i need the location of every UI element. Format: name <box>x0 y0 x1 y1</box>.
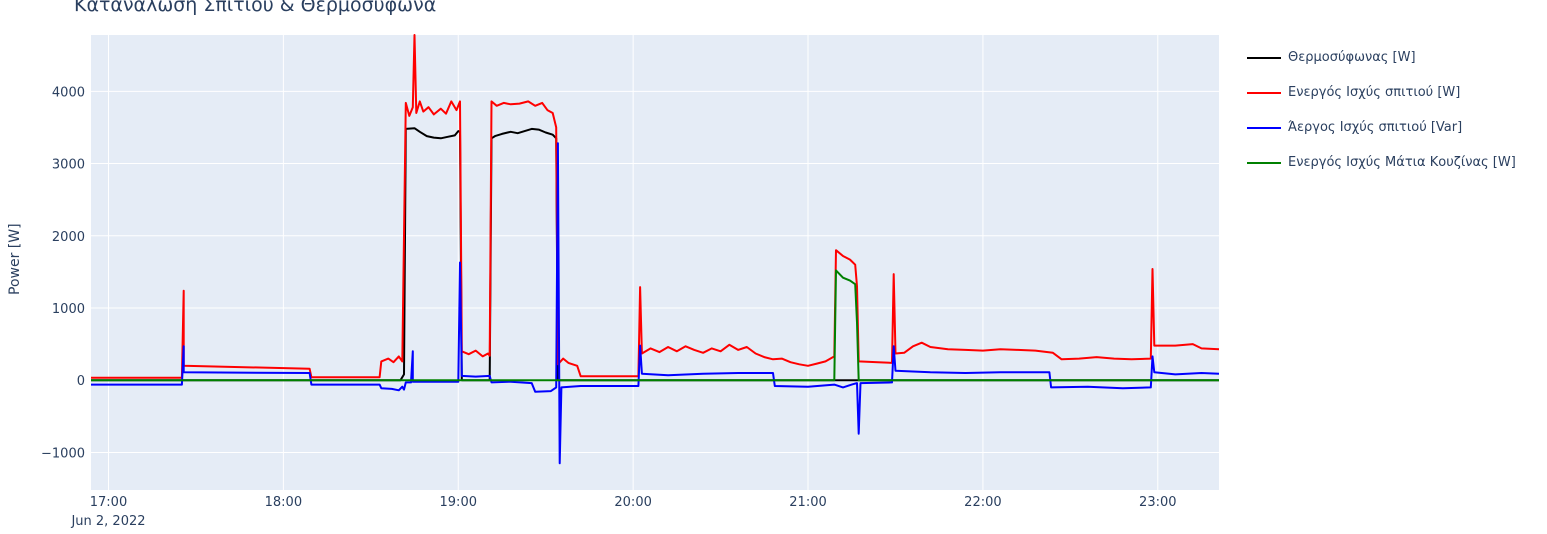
legend-item-4[interactable]: Ενεργός Ισχύς Μάτια Κουζίνας [W] <box>1247 145 1516 180</box>
y-tick-label: −1000 <box>41 446 85 461</box>
series-line-2 <box>91 34 1220 379</box>
x-tick-sublabel: Jun 2, 2022 <box>70 514 145 529</box>
chart-title: Κατανάλωση Σπιτιού & Θερμοσύφωνα <box>74 0 437 16</box>
y-tick-label: 4000 <box>52 85 85 100</box>
y-tick-label: 2000 <box>52 230 85 245</box>
plot-area <box>91 35 1219 490</box>
legend-label: Θερμοσύφωνας [W] <box>1288 50 1416 65</box>
legend-item-1[interactable]: Θερμοσύφωνας [W] <box>1247 40 1516 75</box>
legend-swatch <box>1247 126 1281 129</box>
x-tick-label: 17:00 <box>90 495 127 510</box>
axis-tick-labels: −1000 0 1000 2000 3000 4000 17:00 Jun 2, 2022 18… <box>41 85 1177 529</box>
x-tick-label: 20:00 <box>614 495 651 510</box>
legend: Θερμοσύφωνας [W] Ενεργός Ισχύς σπιτιού [W… <box>1247 40 1516 180</box>
y-tick-label: 1000 <box>52 302 85 317</box>
series-line-4 <box>91 269 1219 382</box>
x-tick-label: 23:00 <box>1139 495 1176 510</box>
legend-label: Ενεργός Ισχύς σπιτιού [W] <box>1288 85 1461 100</box>
y-tick-label: 0 <box>77 374 85 389</box>
x-tick-label: 18:00 <box>265 495 302 510</box>
legend-label: Ενεργός Ισχύς Μάτια Κουζίνας [W] <box>1288 155 1516 170</box>
x-tick-label: 21:00 <box>789 495 826 510</box>
y-axis-label: Power [W] <box>7 223 23 295</box>
legend-swatch <box>1247 91 1281 94</box>
y-tick-label: 3000 <box>52 158 85 173</box>
legend-item-2[interactable]: Ενεργός Ισχύς σπιτιού [W] <box>1247 75 1516 110</box>
legend-item-3[interactable]: Άεργος Ισχύς σπιτιού [Var] <box>1247 110 1516 145</box>
legend-label: Άεργος Ισχύς σπιτιού [Var] <box>1288 120 1463 135</box>
series-layer <box>91 34 1220 465</box>
legend-swatch <box>1247 56 1281 59</box>
x-tick-label: 22:00 <box>964 495 1001 510</box>
legend-swatch <box>1247 161 1281 164</box>
x-tick-label: 19:00 <box>440 495 477 510</box>
series-line-3 <box>91 142 1220 465</box>
